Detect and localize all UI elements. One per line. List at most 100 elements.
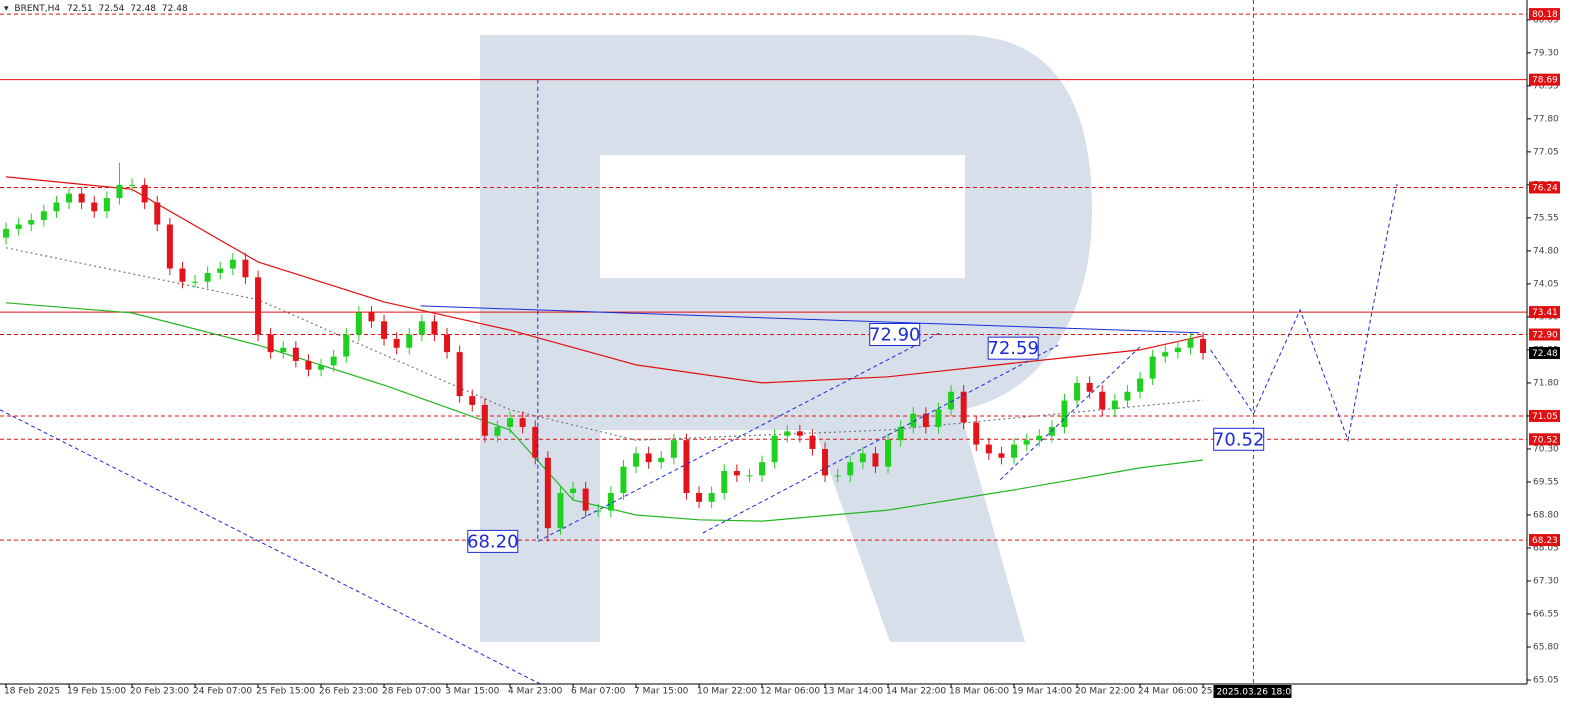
candle-body <box>381 321 388 339</box>
candle-body <box>1149 356 1156 379</box>
candle-body <box>3 228 10 238</box>
candle-body <box>1023 440 1030 445</box>
candle-body <box>481 404 488 436</box>
price-badge-label: 70.52 <box>1532 435 1558 445</box>
x-tick-label: 28 Feb 07:00 <box>382 687 441 697</box>
moving-average <box>5 302 1204 522</box>
plot-area: 72.90 72.59 68.20 70.52 <box>0 0 1527 685</box>
cursor-time-box <box>1213 685 1292 698</box>
candle-body <box>834 475 841 477</box>
y-tick-label: 71.80 <box>1533 378 1559 388</box>
candle-body <box>116 184 123 199</box>
candle-body <box>66 193 73 203</box>
candle-body <box>91 202 98 212</box>
candle-body <box>822 448 829 476</box>
candle-body <box>78 193 85 203</box>
candle-body <box>53 202 60 212</box>
price-badge-label: 72.90 <box>1532 331 1558 341</box>
price-badge-label: 73.41 <box>1532 308 1558 318</box>
candle-body <box>1137 378 1144 392</box>
candle-body <box>469 396 476 405</box>
high-value: 72.54 <box>99 4 125 14</box>
x-tick-label: 12 Mar 06:00 <box>760 687 820 697</box>
annotation-label: 70.52 <box>1213 429 1265 450</box>
annotation-label: 72.90 <box>869 325 921 346</box>
low-value: 72.48 <box>130 4 156 14</box>
chart-header: ▾ BRENT,H4 72.51 72.54 72.48 72.48 <box>4 4 188 14</box>
x-tick-label: 20 Feb 23:00 <box>130 687 189 697</box>
annotation-box <box>869 323 921 347</box>
candle-body <box>40 211 47 221</box>
candle-body <box>847 462 854 476</box>
candle-body <box>1086 382 1093 392</box>
candle-body <box>1036 435 1043 441</box>
candle-body <box>595 510 602 512</box>
candle-body <box>708 492 715 502</box>
candle-body <box>645 453 652 463</box>
analysis-line <box>0 409 541 685</box>
candle-body <box>721 470 728 493</box>
open-value: 72.51 <box>67 4 93 14</box>
watermark <box>480 35 1092 642</box>
candle-body <box>1162 352 1169 357</box>
annotation-box <box>987 336 1039 360</box>
candle-body <box>255 277 262 335</box>
price-badge <box>1529 534 1560 547</box>
y-tick-label: 79.30 <box>1533 48 1559 58</box>
candle-body <box>393 338 400 348</box>
candle-body <box>935 409 942 427</box>
candle-body <box>418 321 425 335</box>
y-tick-label: 77.05 <box>1533 147 1559 157</box>
price-badge-label: 71.05 <box>1532 412 1558 422</box>
candle-body <box>431 321 438 335</box>
candle-body <box>771 435 778 463</box>
y-tick-label: 80.05 <box>1533 15 1559 25</box>
candle-body <box>1011 444 1018 458</box>
y-tick-label: 68.80 <box>1533 510 1559 520</box>
candle-body <box>406 334 413 348</box>
candle-body <box>15 224 22 229</box>
candle-body <box>318 365 325 370</box>
y-tick-label: 67.30 <box>1533 577 1559 587</box>
candle-body <box>973 422 980 445</box>
candle-body <box>519 418 526 427</box>
candle-body <box>456 352 463 397</box>
x-tick-label: 4 Mar 23:00 <box>508 687 563 697</box>
candle-body <box>141 184 148 203</box>
x-tick-label: 26 Feb 23:00 <box>319 687 378 697</box>
candle-body <box>179 268 186 282</box>
x-tick-label: 14 Mar 22:00 <box>886 687 946 697</box>
candle-body <box>557 492 564 529</box>
cursor-time-label: 2025.03.26 18:00 <box>1216 688 1297 698</box>
annotation-label: 72.59 <box>987 338 1039 359</box>
candle-body <box>985 444 992 454</box>
annotation-label: 68.20 <box>467 531 519 552</box>
x-tick-label: 6 Mar 07:00 <box>571 687 626 697</box>
candle-body <box>683 440 690 493</box>
x-tick-label: 20 Mar 22:00 <box>1075 687 1135 697</box>
candle-body <box>948 391 955 410</box>
candle-body <box>746 475 753 477</box>
y-tick-label: 78.55 <box>1533 81 1559 91</box>
candle-body <box>1174 347 1181 353</box>
candle-body <box>28 220 35 225</box>
candle-body <box>444 334 451 353</box>
candle-body <box>1061 400 1068 427</box>
annotation-box <box>1213 427 1265 451</box>
y-tick-label: 69.55 <box>1533 477 1559 487</box>
x-tick-label: 10 Mar 22:00 <box>697 687 757 697</box>
y-tick-label: 77.80 <box>1533 114 1559 124</box>
header-icon: ▾ <box>4 4 9 14</box>
price-badge-label: 68.23 <box>1532 536 1558 546</box>
candle-body <box>859 453 866 463</box>
candle-body <box>343 334 350 357</box>
x-tick-label: 19 Feb 15:00 <box>67 687 126 697</box>
y-tick-label: 66.55 <box>1533 610 1559 620</box>
price-badge <box>1529 409 1560 422</box>
x-tick-label: 19 Mar 14:00 <box>1012 687 1072 697</box>
price-badge <box>1529 328 1560 341</box>
y-tick-label: 65.80 <box>1533 643 1559 653</box>
candle-body <box>267 334 274 353</box>
price-badge-label: 76.24 <box>1532 184 1558 194</box>
